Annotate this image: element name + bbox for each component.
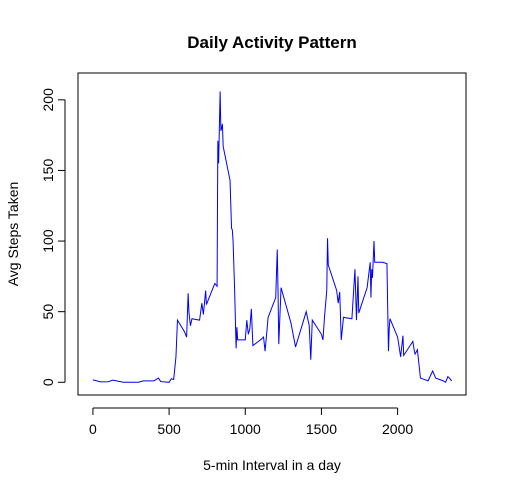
line-series [92, 91, 453, 384]
x-tick-label: 1000 [230, 421, 261, 437]
plot-frame [77, 72, 467, 396]
y-tick-label: 0 [40, 378, 56, 386]
y-axis-label: Avg Steps Taken [5, 182, 21, 287]
chart-title: Daily Activity Pattern [187, 33, 356, 52]
x-tick-label: 500 [157, 421, 181, 437]
y-tick-label: 150 [40, 159, 56, 183]
y-tick-label: 200 [40, 88, 56, 112]
y-tick-label: 100 [40, 229, 56, 253]
x-tick-label: 2000 [382, 421, 413, 437]
x-axis-label: 5-min Interval in a day [203, 457, 341, 473]
x-tick-label: 0 [89, 421, 97, 437]
x-tick-label: 1500 [306, 421, 337, 437]
y-tick-label: 50 [40, 304, 56, 320]
